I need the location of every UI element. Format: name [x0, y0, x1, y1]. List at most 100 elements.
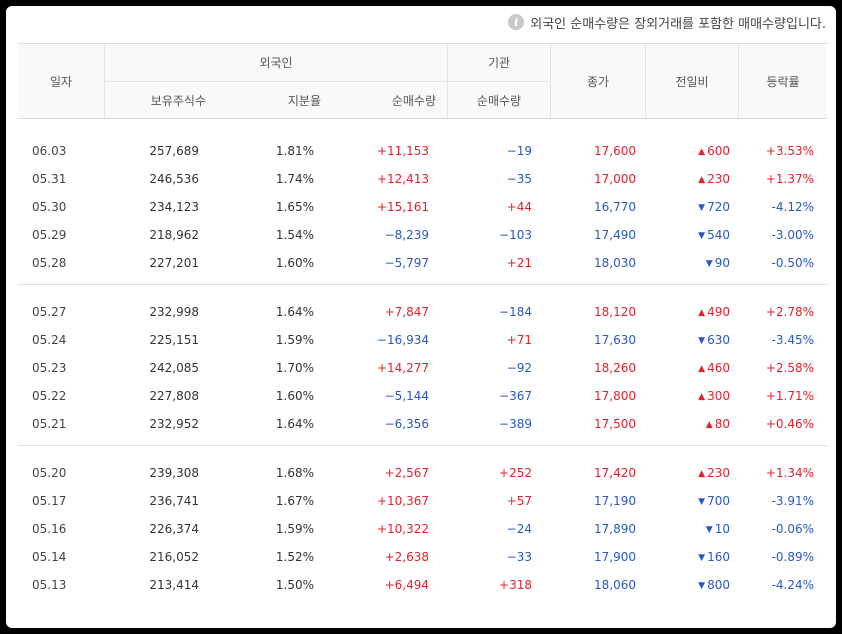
notice-text: 외국인 순매수량은 장외거래를 포함한 매매수량입니다.	[530, 16, 826, 32]
close-cell: 17,500	[594, 417, 636, 431]
date-cell: 05.23	[32, 361, 67, 375]
table-row: 05.30 234,123 1.65% +15,161 +44 16,770 ▼ 720 -4.…	[18, 193, 827, 221]
table-row: 05.16 226,374 1.59% +10,322 −24 17,890 ▼ 10 -0.0…	[18, 515, 827, 543]
foreign-net-cell: +6,494	[384, 578, 429, 592]
close-cell: 16,770	[594, 200, 636, 214]
triangle-down-icon: ▼	[698, 553, 706, 563]
table-row: 05.28 227,201 1.60% −5,797 +21 18,030 ▼ 90 -0.50…	[18, 249, 827, 277]
date-cell: 05.17	[32, 494, 67, 508]
rate-cell: +1.37%	[765, 172, 814, 186]
rate-cell: +1.71%	[765, 389, 814, 403]
diff-value: 800	[707, 578, 730, 592]
diff-cell: ▲ 230	[698, 459, 730, 488]
triangle-down-icon: ▼	[698, 336, 706, 346]
institution-net-cell: −367	[499, 389, 532, 403]
close-cell: 17,420	[594, 466, 636, 480]
triangle-up-icon: ▲	[698, 392, 706, 402]
table-header: 일자 외국인 보유주식수 지분율 순매수량 기관 순매수량 종가 전일비 등락률	[18, 43, 827, 119]
date-cell: 05.13	[32, 578, 67, 592]
ratio-cell: 1.70%	[275, 361, 314, 375]
table-row: 05.14 216,052 1.52% +2,638 −33 17,900 ▼ 160 -0.8…	[18, 543, 827, 571]
triangle-down-icon: ▼	[698, 581, 706, 591]
diff-cell: ▲ 300	[698, 382, 730, 411]
header-diff: 전일비	[675, 74, 709, 89]
diff-cell: ▲ 230	[698, 165, 730, 194]
holdings-cell: 232,952	[149, 417, 199, 431]
date-cell: 05.16	[32, 522, 67, 536]
ratio-cell: 1.52%	[275, 550, 314, 564]
header-rate: 등락률	[766, 74, 800, 89]
foreign-net-cell: −5,797	[384, 256, 429, 270]
table-row: 05.29 218,962 1.54% −8,239 −103 17,490 ▼ 540 -3.…	[18, 221, 827, 249]
triangle-up-icon: ▲	[698, 175, 706, 185]
triangle-down-icon: ▼	[705, 525, 713, 535]
header-close: 종가	[586, 74, 610, 89]
investor-trading-panel: i 외국인 순매수량은 장외거래를 포함한 매매수량입니다. 일자 외국인 보유…	[6, 6, 836, 628]
diff-value: 540	[707, 228, 730, 242]
institution-net-cell: −24	[506, 522, 532, 536]
holdings-cell: 234,123	[149, 200, 199, 214]
table-row: 05.22 227,808 1.60% −5,144 −367 17,800 ▲ 300 +1.…	[18, 382, 827, 410]
triangle-up-icon: ▲	[698, 469, 706, 479]
holdings-cell: 213,414	[149, 578, 199, 592]
close-cell: 17,900	[594, 550, 636, 564]
rate-cell: -0.89%	[771, 550, 814, 564]
diff-cell: ▼ 630	[698, 326, 730, 355]
rate-cell: +3.53%	[765, 144, 814, 158]
holdings-cell: 216,052	[149, 550, 199, 564]
date-cell: 05.31	[32, 172, 67, 186]
diff-value: 230	[707, 466, 730, 480]
table-body: 06.03 257,689 1.81% +11,153 −19 17,600 ▲ 600 +3.…	[18, 124, 827, 606]
institution-net-cell: −184	[499, 305, 532, 319]
ratio-cell: 1.64%	[275, 305, 314, 319]
institution-net-cell: −92	[506, 361, 532, 375]
date-cell: 05.30	[32, 200, 67, 214]
date-cell: 06.03	[32, 144, 67, 158]
date-cell: 05.24	[32, 333, 67, 347]
header-institution: 기관	[487, 56, 511, 70]
institution-net-cell: +57	[506, 494, 532, 508]
foreign-net-cell: +14,277	[376, 361, 429, 375]
foreign-net-cell: +10,322	[376, 522, 429, 536]
diff-cell: ▼ 90	[706, 249, 730, 278]
institution-net-cell: −19	[506, 144, 532, 158]
ratio-cell: 1.74%	[275, 172, 314, 186]
institution-net-cell: −35	[506, 172, 532, 186]
diff-value: 720	[707, 200, 730, 214]
ratio-cell: 1.65%	[275, 200, 314, 214]
holdings-cell: 236,741	[149, 494, 199, 508]
ratio-cell: 1.67%	[275, 494, 314, 508]
rate-cell: +1.34%	[765, 466, 814, 480]
foreign-net-cell: +2,567	[384, 466, 429, 480]
diff-value: 10	[714, 522, 730, 536]
header-ratio: 지분율	[287, 93, 321, 108]
triangle-down-icon: ▼	[698, 231, 706, 241]
table-row: 05.20 239,308 1.68% +2,567 +252 17,420 ▲ 230 +1.…	[18, 459, 827, 487]
close-cell: 17,890	[594, 522, 636, 536]
foreign-net-cell: −16,934	[376, 333, 429, 347]
close-cell: 18,060	[594, 578, 636, 592]
holdings-cell: 239,308	[149, 466, 199, 480]
date-cell: 05.28	[32, 256, 67, 270]
header-holdings: 보유주식수	[150, 93, 206, 108]
close-cell: 17,190	[594, 494, 636, 508]
holdings-cell: 242,085	[149, 361, 199, 375]
rate-cell: -4.24%	[771, 578, 814, 592]
rate-cell: -0.50%	[771, 256, 814, 270]
foreign-net-cell: −5,144	[384, 389, 429, 403]
holdings-cell: 246,536	[149, 172, 199, 186]
ratio-cell: 1.64%	[275, 417, 314, 431]
diff-value: 460	[707, 361, 730, 375]
diff-value: 490	[707, 305, 730, 319]
diff-value: 160	[707, 550, 730, 564]
close-cell: 17,600	[594, 144, 636, 158]
holdings-cell: 227,808	[149, 389, 199, 403]
rate-cell: +2.58%	[765, 361, 814, 375]
ratio-cell: 1.68%	[275, 466, 314, 480]
diff-value: 630	[707, 333, 730, 347]
ratio-cell: 1.81%	[275, 144, 314, 158]
foreign-net-cell: +11,153	[376, 144, 429, 158]
diff-cell: ▼ 700	[698, 487, 730, 516]
rate-cell: -3.91%	[771, 494, 814, 508]
ratio-cell: 1.59%	[275, 522, 314, 536]
